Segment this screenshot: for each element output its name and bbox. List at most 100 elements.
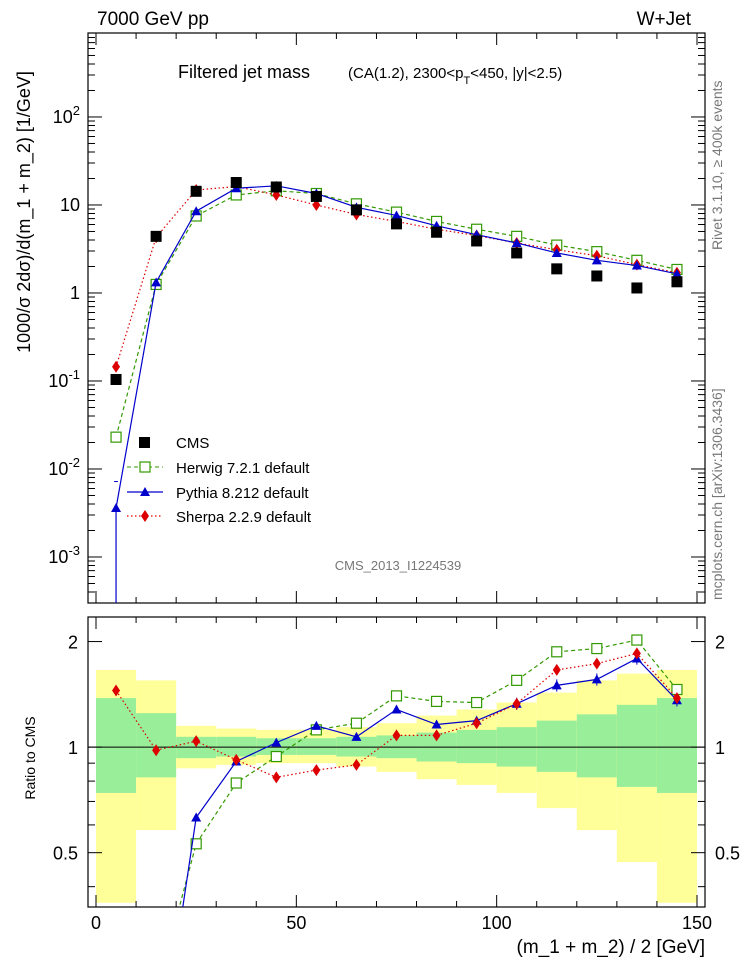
ratio-point-pythia bbox=[311, 720, 322, 730]
legend-marker-herwig bbox=[139, 461, 151, 473]
ratio-point-pythia bbox=[591, 674, 602, 684]
main-y-axis-label: 1000/σ 2dσ)/d(m_1 + m_2) [1/GeV] bbox=[14, 71, 35, 353]
main-y-tick-label: 102 bbox=[53, 103, 80, 127]
main-point-cms bbox=[631, 282, 643, 294]
ratio-point-sherpa bbox=[592, 657, 601, 670]
ratio-uncertainty-bands bbox=[96, 669, 697, 903]
x-tick-label: 0 bbox=[91, 913, 101, 933]
ratio-point-sherpa bbox=[632, 647, 641, 660]
x-tick-label: 100 bbox=[482, 913, 512, 933]
ratio-band-inner bbox=[576, 714, 617, 778]
ratio-y-tick-label-right: 1 bbox=[715, 738, 725, 758]
main-point-pythia bbox=[591, 255, 602, 265]
main-point-cms bbox=[350, 204, 362, 216]
ratio-point-herwig bbox=[511, 674, 523, 686]
ratio-y-axis-label: Ratio to CMS bbox=[22, 716, 38, 799]
ratio-point-sherpa bbox=[232, 753, 241, 766]
main-point-cms bbox=[671, 276, 683, 288]
main-frame bbox=[87, 32, 706, 604]
ratio-point-sherpa bbox=[552, 663, 561, 676]
ratio-band-inner bbox=[536, 720, 577, 772]
main-series-layer bbox=[110, 177, 683, 603]
main-y-tick-label: 10-2 bbox=[48, 455, 80, 479]
ratio-point-pythia bbox=[391, 704, 402, 714]
main-point-cms bbox=[110, 373, 122, 385]
ratio-series-line-1 bbox=[182, 657, 678, 907]
ratio-y-tick-label-right: 2 bbox=[715, 633, 725, 653]
ratio-point-herwig bbox=[551, 646, 563, 658]
main-point-sherpa bbox=[112, 360, 121, 373]
ratio-point-sherpa bbox=[152, 744, 161, 757]
ratio-point-herwig bbox=[471, 696, 483, 709]
ratio-frame bbox=[87, 616, 706, 908]
ratio-band-inner bbox=[96, 698, 137, 793]
main-y-tick-label: 1 bbox=[70, 283, 80, 303]
x-tick-label: 150 bbox=[682, 913, 712, 933]
ratio-point-herwig bbox=[430, 695, 443, 708]
analysis-id: CMS_2013_I1224539 bbox=[335, 558, 462, 573]
header-left: 7000 GeV pp bbox=[97, 9, 209, 30]
main-point-pythia bbox=[111, 503, 122, 513]
main-point-cms bbox=[511, 247, 523, 259]
ratio-point-pythia bbox=[351, 731, 362, 741]
chart-title: Filtered jet mass bbox=[178, 62, 310, 82]
ratio-point-sherpa bbox=[472, 717, 481, 730]
ratio-point-sherpa bbox=[112, 684, 121, 697]
legend-label-pythia: Pythia 8.212 default bbox=[176, 485, 309, 502]
main-point-pythia bbox=[391, 210, 402, 220]
legend-marker-sherpa bbox=[141, 510, 149, 522]
ratio-point-sherpa bbox=[192, 735, 201, 748]
main-series-line-1 bbox=[115, 190, 678, 438]
ratio-point-sherpa bbox=[512, 697, 521, 710]
x-tick-label: 50 bbox=[286, 913, 306, 933]
ratio-point-pythia bbox=[271, 737, 282, 747]
mcplots-label: mcplots.cern.ch [arXiv:1306.3436] bbox=[709, 388, 725, 600]
main-point-cms bbox=[591, 270, 603, 282]
ratio-series-layer bbox=[112, 634, 683, 907]
main-point-cms bbox=[471, 235, 483, 247]
ratio-point-herwig bbox=[190, 838, 202, 850]
ratio-point-sherpa bbox=[672, 692, 681, 705]
ratio-band-inner bbox=[616, 704, 657, 787]
legend-label-herwig: Herwig 7.2.1 default bbox=[176, 460, 310, 477]
ratio-point-sherpa bbox=[392, 729, 401, 742]
ratio-band-inner bbox=[296, 738, 337, 755]
main-point-cms bbox=[551, 263, 563, 275]
chart-subtitle: (CA(1.2), 2300<pT<450, |y|<2.5) bbox=[348, 65, 562, 87]
ratio-point-sherpa bbox=[352, 758, 361, 771]
legend-marker-cms bbox=[139, 437, 150, 448]
main-point-pythia bbox=[631, 260, 642, 270]
main-point-pythia bbox=[191, 206, 202, 216]
ratio-point-sherpa bbox=[272, 771, 281, 784]
main-y-tick-label: 10-3 bbox=[48, 543, 80, 567]
main-y-tick-label: 10 bbox=[60, 195, 80, 215]
main-point-cms bbox=[310, 190, 322, 202]
main-point-pythia bbox=[671, 268, 682, 278]
ratio-point-herwig bbox=[591, 642, 603, 655]
main-point-pythia bbox=[511, 237, 522, 247]
x-axis-label: (m_1 + m_2) / 2 [GeV] bbox=[517, 937, 706, 958]
legend-marker-pythia bbox=[140, 487, 150, 496]
header-right: W+Jet bbox=[637, 9, 692, 30]
ratio-y-tick-label-right: 0.5 bbox=[715, 844, 740, 864]
main-point-cms bbox=[270, 181, 282, 193]
ratio-point-herwig bbox=[390, 690, 403, 702]
main-point-cms bbox=[431, 226, 443, 238]
ratio-y-tick-label: 0.5 bbox=[53, 844, 78, 864]
ratio-series-line-0 bbox=[178, 639, 678, 907]
ratio-y-tick-label: 1 bbox=[68, 738, 78, 758]
ratio-point-pythia bbox=[191, 812, 202, 822]
ratio-point-pythia bbox=[551, 680, 562, 690]
main-point-cms bbox=[150, 230, 162, 242]
legend-label-cms: CMS bbox=[176, 435, 209, 452]
ratio-plot-area: 0 50 100 150 0.5 0.5 1 1 2 2 bbox=[53, 616, 740, 933]
main-plot-area: 10-3 10-2 10-1 1 10 102 bbox=[48, 32, 706, 604]
ratio-point-herwig bbox=[631, 634, 643, 646]
ratio-point-herwig bbox=[270, 750, 282, 763]
main-point-cms bbox=[391, 218, 402, 230]
main-point-cms bbox=[190, 185, 202, 197]
legend: CMS Herwig 7.2.1 default Pythia 8.212 de… bbox=[127, 435, 312, 526]
ratio-band-inner bbox=[656, 698, 697, 793]
legend-label-sherpa: Sherpa 2.2.9 default bbox=[176, 509, 312, 526]
